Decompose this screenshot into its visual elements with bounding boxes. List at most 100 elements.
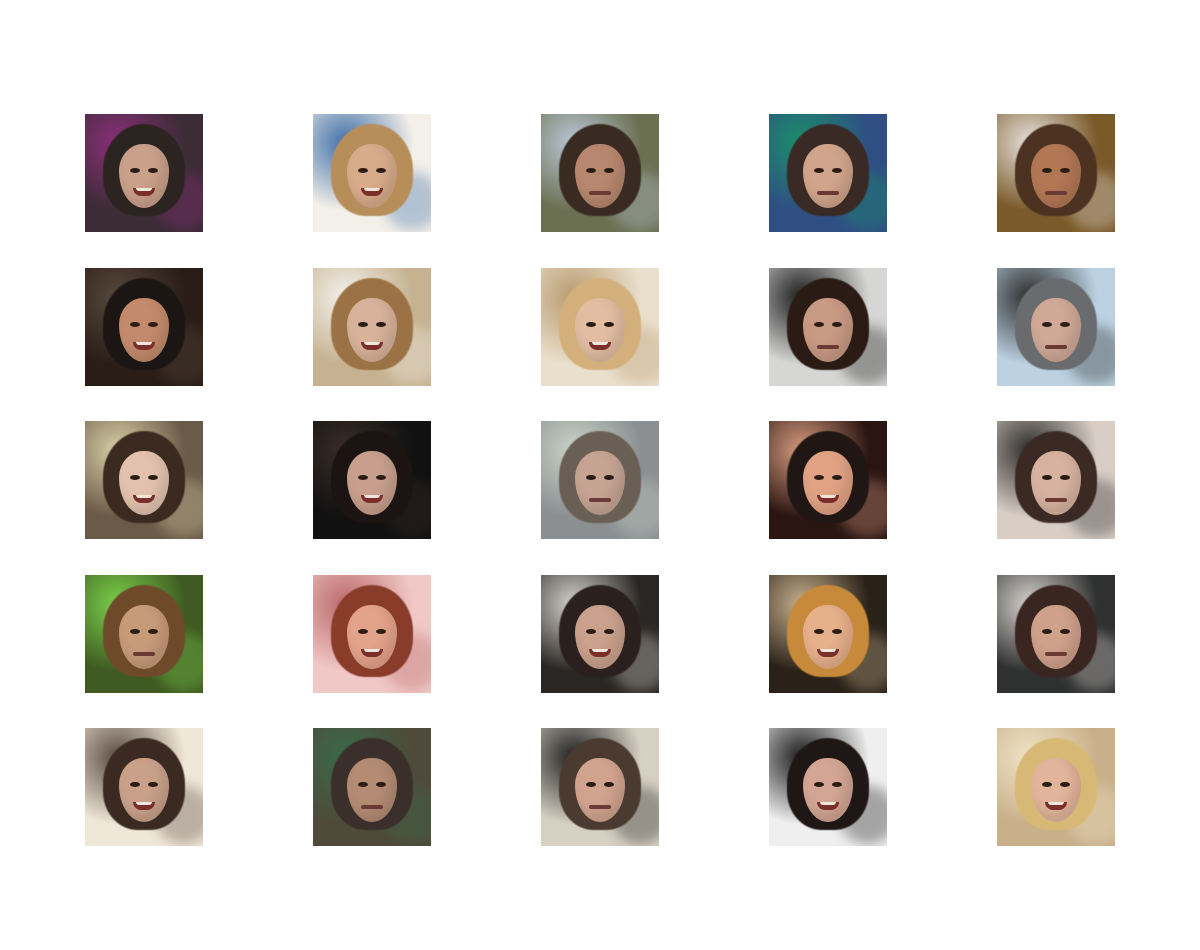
mouth (1045, 652, 1067, 656)
right-eye (604, 322, 614, 327)
teeth (364, 495, 380, 498)
face-tile (997, 114, 1115, 232)
face-tile (85, 268, 203, 386)
left-eye (130, 782, 140, 787)
face (575, 758, 625, 822)
face (119, 451, 169, 515)
left-eye (1042, 475, 1052, 480)
left-eye (130, 168, 140, 173)
right-eye (376, 782, 386, 787)
left-eye (130, 629, 140, 634)
right-eye (832, 168, 842, 173)
left-eye (358, 782, 368, 787)
teeth (820, 802, 836, 805)
left-eye (358, 475, 368, 480)
teeth (364, 188, 380, 191)
face (119, 144, 169, 208)
mouth (817, 802, 839, 810)
mouth (361, 805, 383, 809)
right-eye (148, 322, 158, 327)
mouth (361, 649, 383, 657)
left-eye (130, 475, 140, 480)
left-eye (586, 322, 596, 327)
mouth (817, 345, 839, 349)
right-eye (376, 475, 386, 480)
mouth (1045, 191, 1067, 195)
teeth (820, 495, 836, 498)
face-tile (541, 728, 659, 846)
face-tile (313, 268, 431, 386)
mouth (133, 802, 155, 810)
mouth (1045, 802, 1067, 810)
teeth (136, 495, 152, 498)
face (803, 144, 853, 208)
right-eye (1060, 168, 1070, 173)
mouth (817, 495, 839, 503)
face-tile (997, 421, 1115, 539)
face-tile (769, 421, 887, 539)
right-eye (1060, 629, 1070, 634)
face-tile (997, 728, 1115, 846)
right-eye (376, 322, 386, 327)
face-tile (769, 575, 887, 693)
left-eye (1042, 168, 1052, 173)
face-tile (85, 575, 203, 693)
left-eye (586, 782, 596, 787)
face-tile (313, 114, 431, 232)
mouth (361, 342, 383, 350)
mouth (589, 649, 611, 657)
face (347, 605, 397, 669)
face-tile (541, 114, 659, 232)
mouth (589, 498, 611, 502)
teeth (136, 802, 152, 805)
mouth (589, 191, 611, 195)
face-tile (997, 575, 1115, 693)
face-tile (85, 114, 203, 232)
face (1031, 605, 1081, 669)
left-eye (1042, 629, 1052, 634)
face-tile (313, 728, 431, 846)
left-eye (814, 629, 824, 634)
face-tile (541, 575, 659, 693)
right-eye (604, 168, 614, 173)
mouth (589, 805, 611, 809)
mouth (361, 188, 383, 196)
face (119, 605, 169, 669)
mouth (1045, 498, 1067, 502)
left-eye (586, 168, 596, 173)
face (1031, 451, 1081, 515)
mouth (817, 649, 839, 657)
face-tile (541, 268, 659, 386)
mouth (133, 188, 155, 196)
face (347, 298, 397, 362)
face (803, 605, 853, 669)
face-tile (85, 728, 203, 846)
face (347, 144, 397, 208)
right-eye (1060, 782, 1070, 787)
face-tile (769, 114, 887, 232)
face (1031, 298, 1081, 362)
left-eye (358, 629, 368, 634)
mouth (817, 191, 839, 195)
left-eye (1042, 322, 1052, 327)
left-eye (358, 322, 368, 327)
left-eye (130, 322, 140, 327)
face-tile (313, 421, 431, 539)
face-tile (769, 268, 887, 386)
mouth (133, 495, 155, 503)
face-tile (997, 268, 1115, 386)
face (803, 298, 853, 362)
right-eye (148, 782, 158, 787)
mouth (361, 495, 383, 503)
right-eye (1060, 322, 1070, 327)
right-eye (832, 629, 842, 634)
face-tile (313, 575, 431, 693)
face (575, 605, 625, 669)
mouth (1045, 345, 1067, 349)
left-eye (586, 629, 596, 634)
right-eye (376, 168, 386, 173)
left-eye (814, 168, 824, 173)
face (347, 451, 397, 515)
right-eye (376, 629, 386, 634)
